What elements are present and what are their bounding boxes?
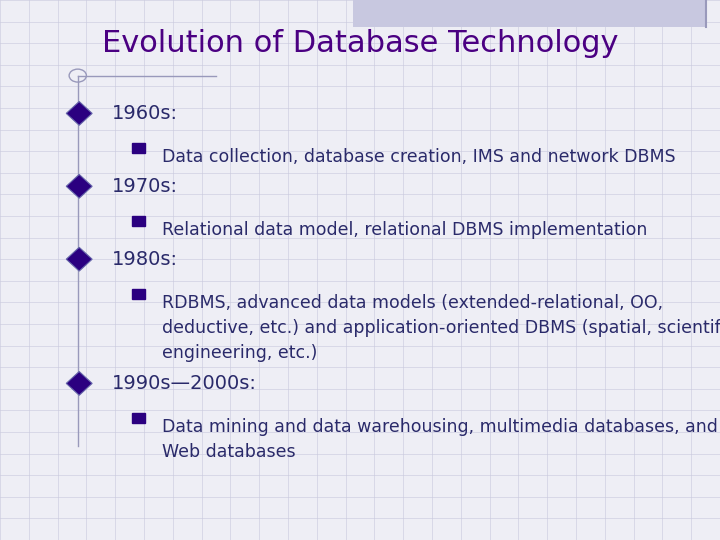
Text: 1960s:: 1960s:	[112, 104, 178, 123]
Polygon shape	[132, 216, 145, 226]
Text: Evolution of Database Technology: Evolution of Database Technology	[102, 29, 618, 58]
Polygon shape	[132, 413, 145, 423]
Text: Relational data model, relational DBMS implementation: Relational data model, relational DBMS i…	[162, 221, 647, 239]
Text: 1980s:: 1980s:	[112, 249, 178, 269]
Polygon shape	[66, 372, 92, 395]
Text: 1990s—2000s:: 1990s—2000s:	[112, 374, 256, 393]
Polygon shape	[132, 289, 145, 299]
Text: Data mining and data warehousing, multimedia databases, and
Web databases: Data mining and data warehousing, multim…	[162, 418, 718, 461]
FancyBboxPatch shape	[353, 0, 706, 27]
Text: 1970s:: 1970s:	[112, 177, 178, 196]
Polygon shape	[132, 143, 145, 153]
Polygon shape	[66, 174, 92, 198]
Polygon shape	[66, 102, 92, 125]
Text: Data collection, database creation, IMS and network DBMS: Data collection, database creation, IMS …	[162, 148, 675, 166]
Polygon shape	[66, 247, 92, 271]
Text: RDBMS, advanced data models (extended-relational, OO,
deductive, etc.) and appli: RDBMS, advanced data models (extended-re…	[162, 294, 720, 362]
